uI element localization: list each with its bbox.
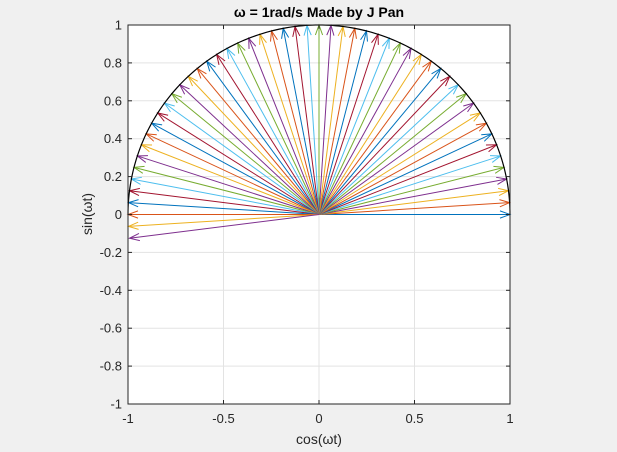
arrow-shaft-18: [318, 42, 401, 215]
arrow-shaft-41: [157, 112, 320, 215]
arrow-shaft-13: [318, 76, 451, 215]
arrow-shaft-29: [271, 30, 320, 215]
x-tick-labels: -1 -0.5 0 0.5 1: [122, 411, 513, 426]
arrow-shaft-27: [294, 26, 320, 215]
arrow-shaft-33: [226, 48, 320, 215]
arrow-shaft-12: [318, 84, 459, 215]
arrow-shaft-42: [151, 122, 320, 215]
axes-box: [127, 24, 511, 405]
arrow-shaft-23: [318, 26, 344, 215]
arrow-shaft-46: [133, 166, 320, 215]
arrow-shaft-49: [128, 202, 320, 215]
arrow-shaft-37: [187, 76, 320, 215]
arrow-shaft-48: [129, 190, 320, 215]
arrow-52: [128, 214, 320, 242]
arrow-shaft-34: [216, 54, 320, 215]
arrow-shaft-47: [131, 178, 320, 215]
arrow-shaft-3: [318, 178, 507, 215]
y-axis-label: sin(ωt): [79, 193, 95, 235]
y-tick-label-1: -0.8: [100, 359, 122, 374]
arrow-shaft-44: [141, 144, 320, 215]
arrow-shaft-21: [318, 30, 367, 215]
y-tick-label-3: -0.4: [100, 283, 122, 298]
arrow-shaft-22: [318, 28, 356, 215]
x-tick-label-3: 0.5: [405, 411, 423, 426]
y-tick-label-0: -1: [110, 397, 122, 412]
y-tick-label-9: 0.8: [104, 55, 122, 70]
arrow-shaft-6: [318, 144, 497, 215]
arrow-shaft-5: [318, 155, 501, 215]
x-axis-label: cos(ωt): [296, 431, 342, 447]
arrow-shaft-20: [318, 34, 379, 215]
arrow-shaft-39: [171, 93, 320, 215]
arrow-shaft-31: [248, 38, 320, 215]
y-tick-label-7: 0.4: [104, 131, 122, 146]
x-tick-label-1: -0.5: [212, 411, 234, 426]
arrow-shaft-19: [318, 38, 390, 215]
y-tick-label-10: 1: [115, 18, 122, 33]
arrow-shaft-38: [179, 84, 320, 215]
arrow-shaft-9: [318, 112, 481, 215]
arrow-shaft-35: [206, 60, 320, 215]
arrow-shaft-45: [137, 155, 320, 215]
y-tick-labels: -1 -0.8 -0.6 -0.4 -0.2 0 0.2 0.4 0.6 0.8 1: [100, 18, 122, 412]
arrow-shaft-51: [128, 214, 320, 227]
arrow-shaft-24: [318, 25, 332, 215]
y-tick-label-2: -0.6: [100, 321, 122, 336]
arrow-shaft-10: [318, 102, 474, 215]
y-tick-label-4: -0.2: [100, 245, 122, 260]
arrow-shaft-30: [259, 34, 320, 215]
arrows: [126, 23, 512, 242]
arrow-head-52: [128, 232, 140, 242]
arrow-shaft-7: [318, 133, 493, 215]
arrow-shaft-4: [318, 166, 505, 215]
arrow-shaft-28: [282, 28, 320, 215]
y-tick-label-5: 0: [115, 207, 122, 222]
arrow-shaft-1: [318, 202, 510, 215]
x-tick-label-2: 0: [315, 411, 322, 426]
arrow-shaft-32: [237, 42, 320, 215]
chart-title: ω = 1rad/s Made by J Pan: [234, 4, 404, 20]
y-tick-label-6: 0.2: [104, 169, 122, 184]
arrow-shaft-16: [318, 54, 422, 215]
arrow-shaft-11: [318, 93, 467, 215]
arrow-shaft-17: [318, 48, 412, 215]
x-tick-label-0: -1: [122, 411, 134, 426]
arrow-shaft-15: [318, 60, 432, 215]
arrow-shaft-26: [306, 25, 320, 215]
x-tick-label-4: 1: [506, 411, 513, 426]
arrow-shaft-43: [145, 133, 320, 215]
y-tick-label-8: 0.6: [104, 93, 122, 108]
arrow-shaft-52: [129, 214, 320, 239]
arrow-shaft-8: [318, 122, 487, 215]
arrow-shaft-2: [318, 190, 509, 215]
arrow-shaft-40: [164, 102, 320, 215]
arrow-shaft-14: [318, 68, 442, 215]
arrow-shaft-36: [196, 68, 320, 215]
